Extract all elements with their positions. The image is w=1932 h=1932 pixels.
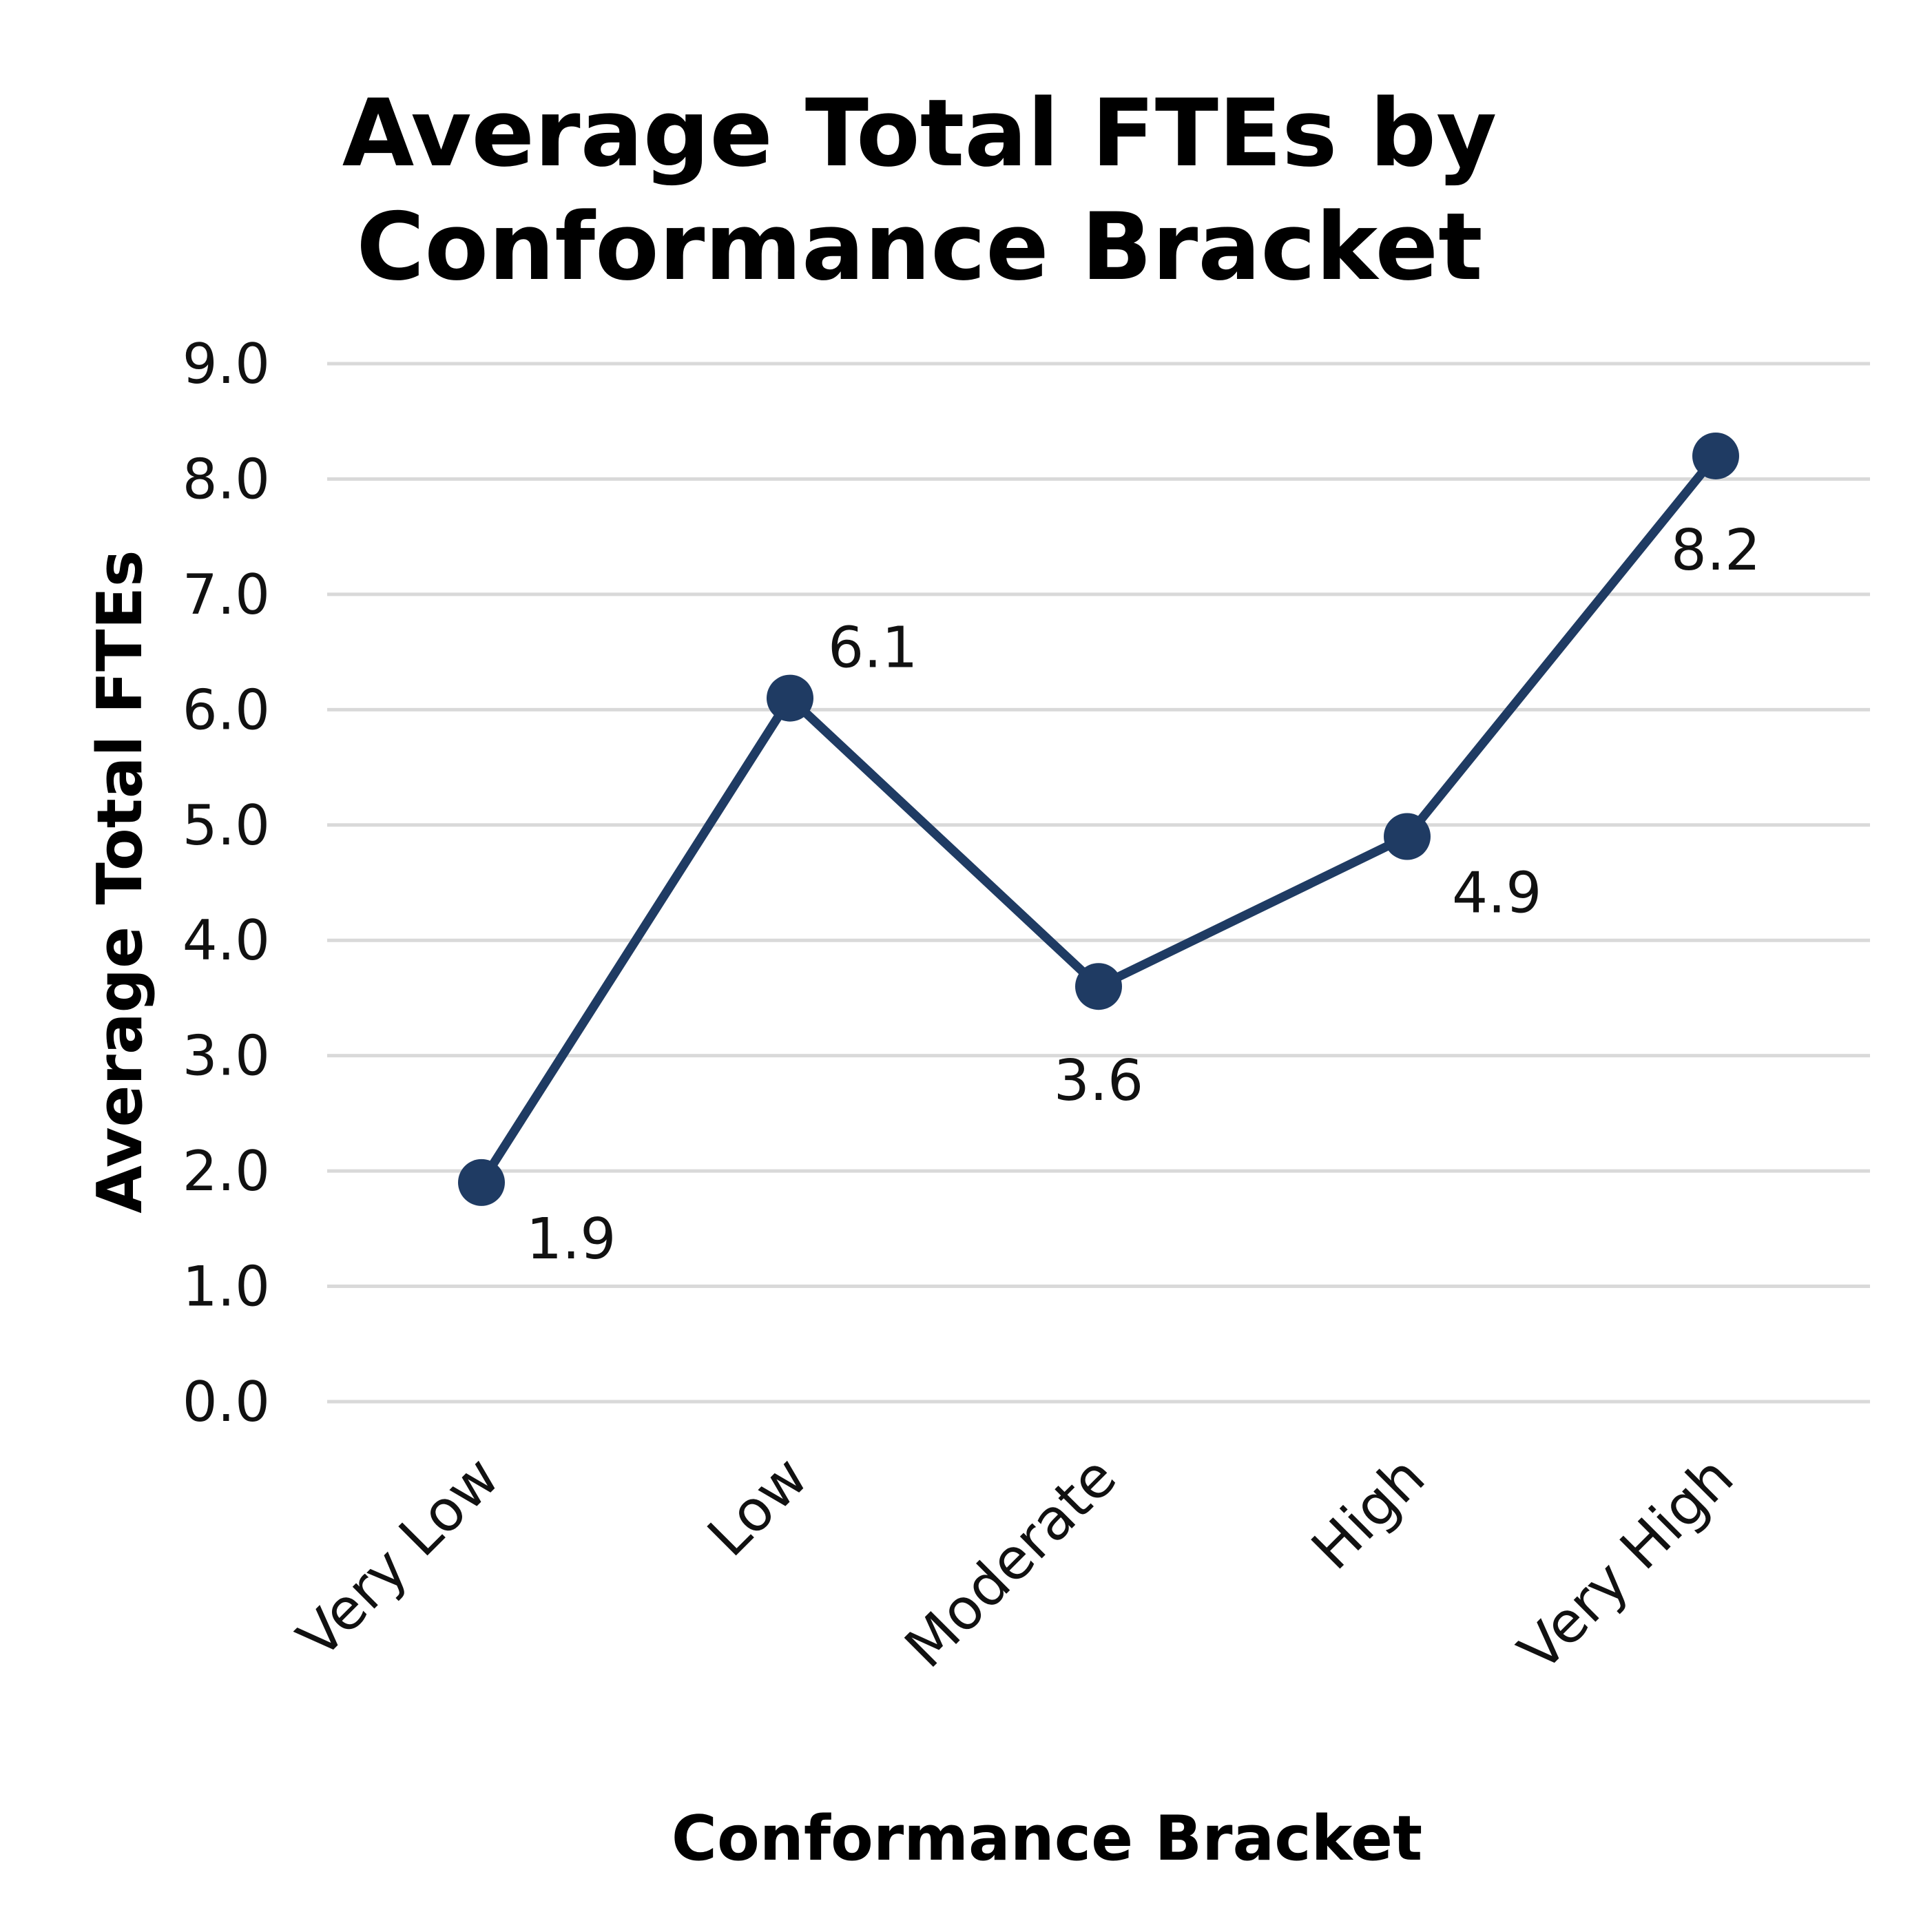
y-tick-label: 7.0 (183, 563, 270, 627)
x-tick-label: Very High (1506, 1444, 1746, 1684)
y-axis-tick-labels: 0.0 1.0 2.0 3.0 4.0 5.0 6.0 7.0 8.0 9.0 (183, 332, 270, 1434)
y-tick-label: 5.0 (183, 793, 270, 858)
y-tick-label: 9.0 (183, 332, 270, 396)
x-axis-title: Conformance Bracket (672, 1803, 1422, 1875)
y-tick-label: 0.0 (183, 1370, 270, 1434)
data-label: 6.1 (828, 616, 917, 681)
y-tick-label: 6.0 (183, 678, 270, 742)
data-label: 4.9 (1452, 861, 1541, 926)
y-tick-label: 1.0 (183, 1255, 270, 1319)
data-point (767, 674, 813, 722)
data-label: 3.6 (1054, 1048, 1143, 1114)
x-axis-category-labels: Very Low Low Moderate High Very High (285, 1444, 1746, 1684)
data-label: 8.2 (1671, 518, 1760, 583)
y-tick-label: 3.0 (183, 1024, 270, 1088)
y-axis-title: Average Total FTEs (84, 550, 156, 1213)
y-tick-label: 4.0 (183, 908, 270, 973)
chart-title-line-2: Conformance Bracket (356, 193, 1482, 301)
data-point (1075, 963, 1122, 1010)
x-tick-label: High (1300, 1444, 1437, 1582)
data-label: 1.9 (526, 1207, 616, 1272)
series-layer (458, 432, 1739, 1206)
chart-title-line-1: Average Total FTEs by (342, 79, 1497, 187)
y-tick-label: 2.0 (183, 1139, 270, 1203)
gridlines (327, 362, 1870, 1404)
data-point (458, 1159, 505, 1206)
x-tick-label: Moderate (893, 1444, 1129, 1681)
data-labels: 1.9 6.1 3.6 4.9 8.2 (526, 518, 1760, 1272)
x-tick-label: Low (696, 1444, 820, 1569)
x-tick-label: Very Low (285, 1444, 512, 1671)
y-tick-label: 8.0 (183, 447, 270, 511)
data-point (1384, 813, 1431, 860)
data-point (1692, 432, 1739, 479)
